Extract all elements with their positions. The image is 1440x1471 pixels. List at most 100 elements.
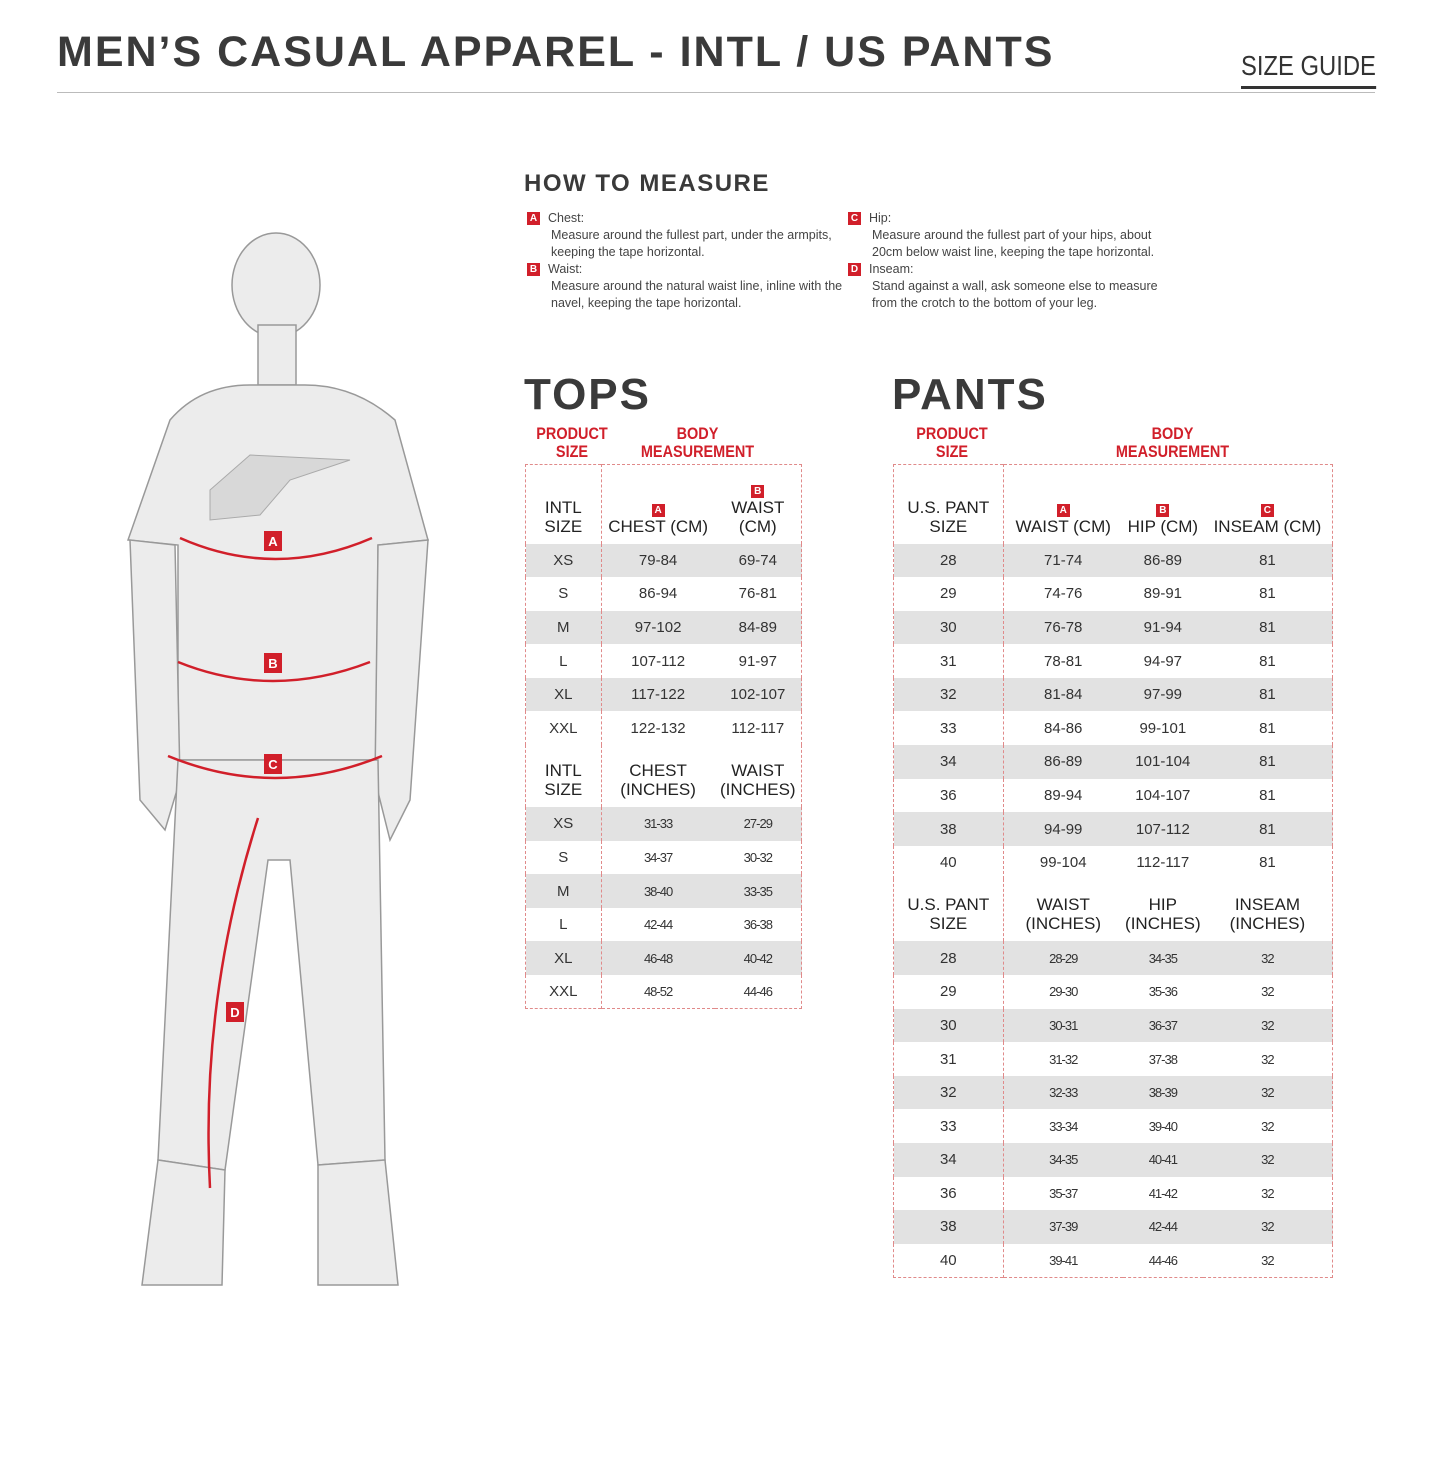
table-row: 28 71-74 86-89 81 bbox=[893, 543, 1333, 578]
tops-product-size-label: PRODUCT SIZE bbox=[536, 424, 608, 461]
table-cell: XS bbox=[525, 807, 602, 841]
badge-icon: B bbox=[751, 484, 765, 498]
column-header: WAIST (INCHES) bbox=[1025, 895, 1101, 934]
table-header-row: INTL SIZE CHEST (INCHES) WAIST (INCHES) bbox=[525, 745, 802, 808]
table-row: 36 35-37 41-42 32 bbox=[893, 1176, 1333, 1211]
table-row: XL 46-48 40-42 bbox=[525, 941, 802, 976]
table-cell: 81 bbox=[1259, 854, 1276, 872]
measure-label: Hip: bbox=[869, 211, 892, 225]
table-cell: 37-39 bbox=[1003, 1210, 1123, 1244]
badge-icon: B bbox=[1156, 503, 1170, 517]
measure-label: Inseam: bbox=[869, 262, 914, 276]
table-cell: 37-38 bbox=[1148, 1051, 1178, 1067]
column-header: B WAIST (CM) bbox=[731, 484, 785, 536]
table-header-row: U.S. PANT SIZE A WAIST (CM) B HIP (CM) C INSEA… bbox=[893, 464, 1333, 544]
table-cell: XXL bbox=[525, 975, 602, 1009]
table-cell: 42-44 bbox=[1122, 1210, 1203, 1244]
table-cell: 30-32 bbox=[743, 849, 773, 865]
table-cell: 34 bbox=[893, 745, 1004, 779]
tops-title: TOPS bbox=[524, 370, 652, 419]
table-row: 33 84-86 99-101 81 bbox=[893, 711, 1333, 746]
table-cell: 91-94 bbox=[1122, 610, 1203, 645]
column-header: U.S. PANT SIZE bbox=[893, 879, 1004, 942]
table-row: 31 78-81 94-97 81 bbox=[893, 644, 1333, 678]
table-cell: 76-78 bbox=[1003, 610, 1123, 645]
table-row: 29 29-30 35-36 32 bbox=[893, 975, 1333, 1009]
table-cell: 102-107 bbox=[714, 677, 802, 712]
table-row: S 34-37 30-32 bbox=[525, 840, 802, 875]
table-cell: 81 bbox=[1259, 719, 1276, 737]
pants-table: U.S. PANT SIZE A WAIST (CM) B HIP (CM) C INSEA… bbox=[893, 464, 1333, 1278]
table-cell: 32 bbox=[1261, 1185, 1274, 1201]
table-cell: 29-30 bbox=[1049, 984, 1078, 1000]
table-cell: 81 bbox=[1259, 786, 1276, 804]
table-cell: 33 bbox=[893, 1109, 1004, 1143]
table-cell: 99-101 bbox=[1139, 719, 1187, 737]
table-cell: 104-107 bbox=[1135, 786, 1191, 804]
table-cell: 38 bbox=[893, 812, 1004, 846]
table-cell: 34-35 bbox=[1003, 1143, 1123, 1177]
table-cell: 44-46 bbox=[743, 984, 773, 1000]
table-cell: 32 bbox=[893, 1075, 1004, 1110]
table-row: 30 30-31 36-37 32 bbox=[893, 1008, 1333, 1043]
table-cell: 78-81 bbox=[1044, 652, 1083, 670]
column-header: WAIST (INCHES) bbox=[720, 761, 796, 800]
table-cell: 94-99 bbox=[1003, 812, 1123, 846]
table-cell: 40 bbox=[893, 845, 1004, 880]
table-cell: 69-74 bbox=[714, 543, 802, 578]
table-row: 32 81-84 97-99 81 bbox=[893, 677, 1333, 712]
badge-icon: A bbox=[1056, 503, 1070, 517]
table-cell: 48-52 bbox=[643, 984, 673, 1000]
table-cell: 86-89 bbox=[1003, 745, 1123, 779]
table-cell: XXL bbox=[525, 711, 602, 746]
figure-label-b: B bbox=[268, 656, 277, 671]
pants-title: PANTS bbox=[892, 370, 1048, 419]
table-cell: 32-33 bbox=[1003, 1075, 1123, 1110]
table-cell: 38-40 bbox=[601, 874, 715, 908]
table-cell: S bbox=[525, 577, 602, 611]
table-cell: 38 bbox=[893, 1210, 1004, 1244]
table-row: 34 86-89 101-104 81 bbox=[893, 745, 1333, 779]
table-cell: L bbox=[525, 907, 602, 942]
measure-item-inseam: D Inseam: Stand against a wall, ask someon… bbox=[848, 261, 1168, 312]
measure-label: Chest: bbox=[548, 211, 585, 225]
table-row: XL 117-122 102-107 bbox=[525, 677, 802, 712]
column-header: A CHEST (CM) bbox=[608, 503, 708, 536]
table-cell: 81 bbox=[1202, 543, 1333, 578]
table-cell: 81 bbox=[1259, 652, 1276, 670]
table-cell: 32 bbox=[1202, 1008, 1333, 1043]
table-cell: 84-89 bbox=[714, 610, 802, 645]
badge-icon: C bbox=[1260, 503, 1274, 517]
table-cell: M bbox=[525, 874, 602, 908]
column-header: U.S. PANT SIZE bbox=[893, 464, 1004, 544]
size-guide-label: SIZE GUIDE bbox=[1241, 50, 1376, 89]
table-row: 36 89-94 104-107 81 bbox=[893, 778, 1333, 813]
table-row: 40 99-104 112-117 81 bbox=[893, 845, 1333, 880]
figure-label-a: A bbox=[268, 534, 278, 549]
table-cell: 39-40 bbox=[1148, 1118, 1178, 1134]
table-cell: 36-37 bbox=[1122, 1008, 1203, 1043]
column-header: INTL SIZE bbox=[525, 464, 602, 544]
table-cell: 36 bbox=[893, 1176, 1004, 1211]
table-cell: M bbox=[525, 610, 602, 645]
table-row: XXL 122-132 112-117 bbox=[525, 711, 802, 746]
table-header-row: INTL SIZE A CHEST (CM) B WAIST (CM) bbox=[525, 464, 802, 544]
table-cell: 81 bbox=[1259, 585, 1276, 603]
table-cell: 89-94 bbox=[1044, 786, 1083, 804]
column-header: C INSEAM (CM) bbox=[1213, 503, 1322, 536]
badge-icon: C bbox=[848, 212, 861, 225]
measure-description: Stand against a wall, ask someone else t… bbox=[872, 279, 1158, 310]
table-cell: 28 bbox=[893, 941, 1004, 976]
table-cell: 31 bbox=[893, 1042, 1004, 1076]
column-header: A WAIST (CM) bbox=[1015, 503, 1111, 536]
table-cell: 36-38 bbox=[743, 917, 773, 933]
measure-item-chest: A Chest: Measure around the fullest part, … bbox=[527, 210, 847, 261]
table-cell: 32 bbox=[1202, 941, 1333, 976]
tops-table: INTL SIZE A CHEST (CM) B WAIST (CM) XS 79-84 69… bbox=[525, 464, 802, 1010]
table-cell: 29 bbox=[893, 577, 1004, 611]
table-cell: 40-42 bbox=[714, 941, 802, 976]
table-cell: 31 bbox=[893, 644, 1004, 678]
table-header-row: U.S. PANT SIZE WAIST (INCHES) HIP (INCHES)… bbox=[893, 879, 1333, 942]
table-cell: 101-104 bbox=[1122, 745, 1203, 779]
measure-description: Measure around the natural waist line, i… bbox=[551, 279, 843, 310]
